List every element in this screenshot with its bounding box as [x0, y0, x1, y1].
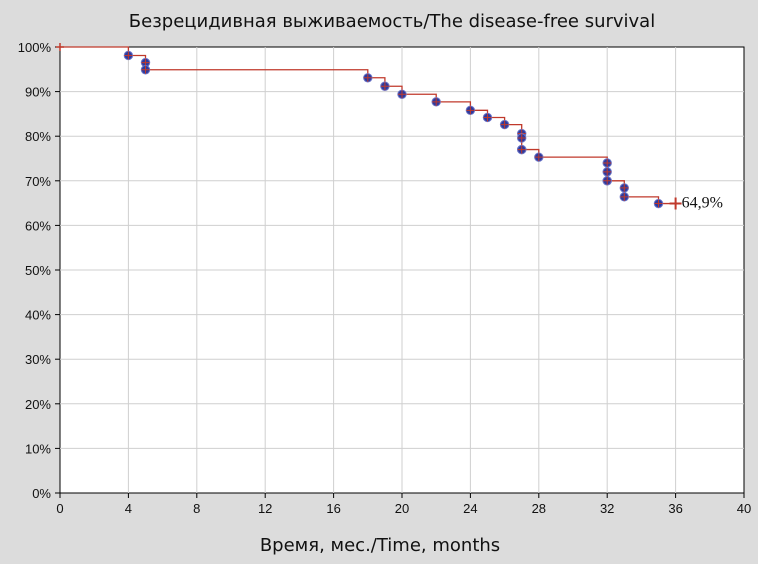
censored-marker-cross [380, 82, 389, 91]
censored-marker-cross [500, 120, 509, 129]
censored-marker-cross [534, 153, 543, 162]
censored-marker-cross [466, 106, 475, 115]
start-marker [56, 43, 64, 51]
censored-marker-cross [363, 73, 372, 82]
y-tick-label: 50% [25, 263, 51, 278]
y-axis-ticks: 0% 10% 20% 30% 40% 50% 60% 70% 80% 90% 100% [18, 40, 60, 501]
censored-marker-cross [517, 133, 526, 142]
x-tick-label: 20 [395, 501, 409, 516]
censored-marker-cross [620, 183, 629, 192]
x-tick-label: 32 [600, 501, 614, 516]
censored-marker-cross [483, 113, 492, 122]
y-tick-label: 10% [25, 441, 51, 456]
x-tick-label: 4 [125, 501, 132, 516]
y-tick-label: 20% [25, 397, 51, 412]
y-tick-label: 90% [25, 85, 51, 100]
y-tick-label: 80% [25, 129, 51, 144]
censored-marker [140, 57, 151, 68]
censored-markers [123, 50, 664, 209]
x-tick-label: 28 [532, 501, 546, 516]
censored-marker [517, 144, 527, 155]
censored-marker [619, 183, 629, 193]
censored-marker-cross [603, 158, 612, 167]
censored-marker-cross [141, 65, 150, 74]
censored-marker-cross [124, 51, 133, 60]
censored-marker [482, 112, 493, 123]
x-tick-label: 12 [258, 501, 272, 516]
x-axis-ticks: 0 4 8 12 16 20 24 28 32 36 40 [56, 493, 751, 516]
censored-marker-cross [432, 97, 441, 106]
censored-marker [363, 73, 373, 83]
x-tick-label: 16 [326, 501, 340, 516]
x-tick-label: 24 [463, 501, 477, 516]
censored-marker-cross [654, 199, 663, 208]
censored-marker [465, 105, 476, 116]
censored-marker [619, 192, 629, 202]
end-annotation: 64,9% [669, 195, 723, 212]
x-tick-label: 0 [56, 501, 63, 516]
x-tick-label: 40 [737, 501, 751, 516]
censored-marker-cross [398, 90, 406, 99]
censored-marker [602, 167, 612, 177]
x-tick-label: 36 [668, 501, 682, 516]
censored-marker [140, 65, 151, 75]
censored-marker [380, 81, 390, 91]
y-tick-label: 30% [25, 352, 51, 367]
censored-marker [499, 119, 510, 130]
y-tick-label: 70% [25, 174, 51, 189]
y-tick-label: 60% [25, 218, 51, 233]
censored-marker-cross [603, 176, 612, 185]
x-axis-label: Время, мес./Time, months [260, 535, 500, 556]
censored-marker [123, 50, 134, 61]
censored-marker [397, 89, 407, 99]
censored-marker-cross [620, 192, 629, 201]
y-tick-label: 100% [18, 40, 52, 55]
censored-marker [431, 97, 441, 107]
censored-marker [602, 158, 612, 168]
y-tick-label: 0% [32, 486, 51, 501]
end-marker [669, 197, 682, 210]
censored-marker-cross [517, 145, 526, 154]
censored-marker [534, 152, 544, 162]
y-tick-label: 40% [25, 308, 51, 323]
censored-marker [517, 133, 527, 143]
chart-title: Безрецидивная выживаемость/The disease-f… [129, 11, 655, 32]
x-tick-label: 8 [193, 501, 200, 516]
end-value-label: 64,9% [682, 195, 723, 212]
censored-marker [653, 198, 664, 209]
censored-marker [602, 176, 612, 186]
censored-marker-cross [603, 167, 612, 176]
